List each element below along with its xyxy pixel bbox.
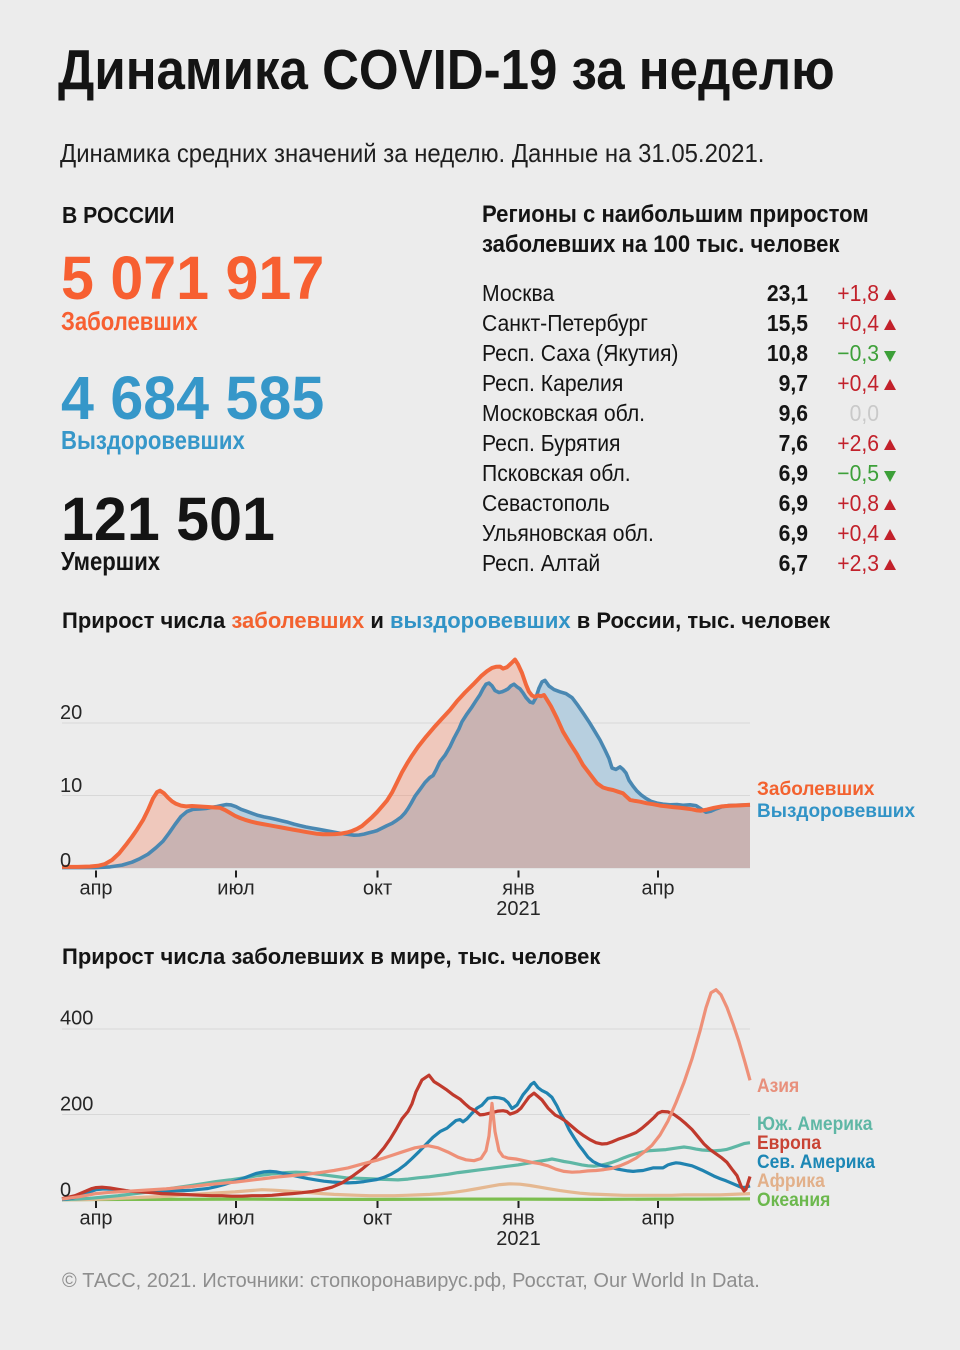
svg-text:апр: апр (641, 878, 674, 900)
svg-text:янв: янв (502, 1208, 535, 1230)
svg-text:10: 10 (60, 775, 82, 797)
svg-text:2021: 2021 (496, 898, 541, 920)
svg-text:окт: окт (363, 1208, 392, 1230)
svg-text:окт: окт (363, 878, 392, 900)
svg-text:0: 0 (60, 1179, 71, 1201)
svg-text:июл: июл (217, 878, 254, 900)
svg-text:июл: июл (217, 1208, 254, 1230)
svg-text:янв: янв (502, 878, 535, 900)
svg-text:20: 20 (60, 702, 82, 724)
svg-text:апр: апр (79, 878, 112, 900)
svg-text:апр: апр (641, 1208, 674, 1230)
svg-text:400: 400 (60, 1008, 93, 1030)
svg-text:200: 200 (60, 1094, 93, 1116)
svg-text:апр: апр (79, 1208, 112, 1230)
svg-text:0: 0 (60, 850, 71, 872)
svg-text:2021: 2021 (496, 1228, 541, 1250)
